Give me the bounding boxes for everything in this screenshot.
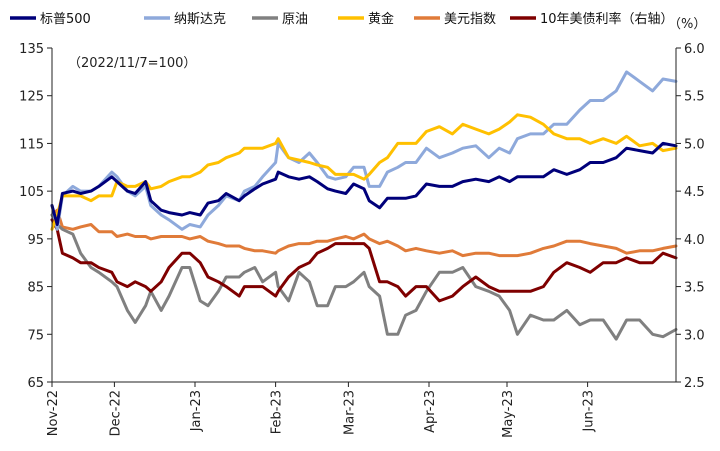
x-tick-label: Nov-22 — [46, 390, 61, 436]
series-0-line — [50, 141, 678, 226]
x-tick-label: Mar-23 — [342, 390, 357, 435]
right-tick-label: 3.0 — [684, 328, 705, 343]
left-tick-label: 95 — [27, 233, 44, 248]
x-tick-label: Feb-23 — [270, 390, 285, 434]
legend-entry-5: 10年美债利率（右轴） — [510, 11, 674, 27]
legend-label: 10年美债利率（右轴） — [540, 11, 674, 27]
left-tick-label: 105 — [19, 185, 44, 200]
right-tick-label: 5.0 — [684, 137, 705, 152]
legend-entry-2: 原油 — [252, 12, 308, 27]
legend-label: 标普500 — [40, 12, 91, 27]
series-3-line — [50, 113, 678, 231]
legend-entry-3: 黄金 — [338, 11, 394, 27]
right-tick-label: 2.5 — [684, 376, 705, 391]
x-tick-label: Apr-23 — [423, 390, 438, 433]
x-tick-label: Jun-23 — [582, 390, 597, 433]
left-tick-label: 85 — [27, 281, 44, 296]
right-tick-label: 4.0 — [684, 233, 705, 248]
legend: 标普500 纳斯达克 原油 黄金 美元指数 10年美债利率（右轴） — [10, 11, 674, 27]
right-tick-label: 6.0 — [684, 42, 705, 57]
left-tick-label: 115 — [19, 137, 44, 152]
series-layer — [50, 70, 678, 341]
series-2-line — [50, 213, 678, 341]
left-tick-label: 75 — [27, 328, 44, 343]
series-4-line — [50, 208, 678, 258]
right-tick-label: 3.5 — [684, 281, 705, 296]
legend-label: 纳斯达克 — [174, 12, 226, 27]
left-tick-label: 65 — [27, 376, 44, 391]
x-tick-label: Dec-22 — [108, 390, 123, 436]
base-date-annotation: （2022/11/7=100） — [68, 56, 196, 71]
legend-entry-4: 美元指数 — [414, 12, 496, 27]
legend-label: 黄金 — [368, 11, 394, 27]
x-tick-label: May-23 — [501, 390, 516, 438]
legend-entry-1: 纳斯达克 — [144, 12, 226, 27]
legend-entry-0: 标普500 — [10, 12, 91, 27]
right-axis-unit: （%） — [668, 17, 706, 32]
legend-label: 美元指数 — [444, 12, 496, 27]
axes-layer: 65 75 85 95 105 115 125 135 2.5 3.0 3.5 4.0 4.5 5.0 5.… — [19, 42, 705, 438]
series-1-line — [50, 70, 678, 231]
x-tick-label: Jan-23 — [189, 390, 204, 432]
right-tick-label: 4.5 — [684, 185, 705, 200]
left-tick-label: 135 — [19, 42, 44, 57]
legend-label: 原油 — [282, 12, 308, 27]
series-5-line — [50, 218, 678, 303]
left-tick-label: 125 — [19, 90, 44, 105]
right-tick-label: 5.5 — [684, 90, 705, 105]
